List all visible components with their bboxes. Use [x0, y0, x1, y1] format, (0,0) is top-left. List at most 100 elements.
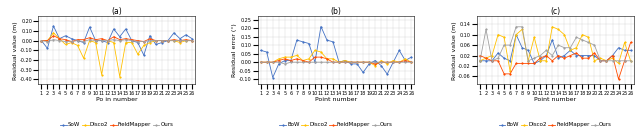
Ours — [561, 47, 568, 49]
BoW — [561, 55, 568, 56]
Disco2 — [164, 40, 172, 41]
FieldMapper — [329, 61, 337, 63]
Ours — [38, 40, 45, 41]
Ours — [56, 40, 63, 41]
Disco2 — [536, 60, 544, 62]
FieldMapper — [365, 61, 373, 63]
Disco2 — [176, 42, 184, 43]
Disco2 — [378, 60, 385, 61]
Disco2 — [98, 74, 106, 75]
FieldMapper — [524, 63, 532, 64]
FieldMapper — [573, 52, 580, 54]
FieldMapper — [92, 39, 99, 40]
BoW — [269, 77, 276, 78]
FieldMapper — [396, 61, 403, 63]
Ours — [44, 41, 51, 42]
X-axis label: Point number: Point number — [315, 97, 357, 102]
BoW — [566, 50, 574, 51]
Disco2 — [543, 60, 550, 62]
FieldMapper — [408, 61, 415, 63]
Disco2 — [152, 40, 160, 41]
FieldMapper — [140, 41, 148, 42]
FieldMapper — [68, 41, 76, 42]
Ours — [176, 40, 184, 41]
Ours — [591, 44, 598, 46]
FieldMapper — [494, 60, 502, 62]
FieldMapper — [305, 61, 313, 63]
Ours — [110, 39, 118, 40]
Ours — [299, 61, 307, 63]
BoW — [365, 63, 373, 65]
Disco2 — [329, 58, 337, 60]
Ours — [518, 26, 526, 28]
Disco2 — [257, 61, 264, 63]
BoW — [579, 55, 586, 56]
FieldMapper — [506, 73, 514, 75]
FieldMapper — [122, 38, 129, 39]
Ours — [536, 55, 544, 56]
Disco2 — [56, 38, 63, 39]
BoW — [524, 50, 532, 51]
Ours — [61, 41, 69, 42]
Disco2 — [146, 42, 154, 43]
Ours — [68, 41, 76, 42]
FieldMapper — [269, 61, 276, 63]
Ours — [500, 44, 508, 46]
FieldMapper — [287, 60, 294, 61]
Disco2 — [359, 61, 367, 63]
FieldMapper — [110, 36, 118, 38]
Disco2 — [110, 42, 118, 43]
BoW — [293, 39, 301, 41]
SoW — [146, 35, 154, 37]
Ours — [317, 61, 324, 63]
SoW — [68, 38, 76, 39]
SoW — [176, 38, 184, 39]
BoW — [494, 52, 502, 54]
Line: FieldMapper: FieldMapper — [40, 35, 193, 42]
Ours — [524, 60, 532, 62]
Disco2 — [170, 40, 178, 41]
Disco2 — [44, 40, 51, 41]
Ours — [335, 61, 343, 63]
Ours — [573, 36, 580, 38]
FieldMapper — [536, 57, 544, 59]
FieldMapper — [182, 39, 190, 40]
Ours — [579, 39, 586, 41]
Ours — [158, 40, 166, 41]
BoW — [371, 60, 379, 61]
Disco2 — [158, 40, 166, 41]
Ours — [627, 60, 634, 62]
Disco2 — [275, 58, 283, 60]
FieldMapper — [353, 61, 361, 63]
Disco2 — [506, 70, 514, 72]
BoW — [408, 56, 415, 58]
Ours — [359, 61, 367, 63]
FieldMapper — [488, 60, 496, 62]
Ours — [50, 39, 58, 40]
BoW — [488, 60, 496, 62]
BoW — [359, 72, 367, 73]
SoW — [61, 35, 69, 37]
SoW — [38, 40, 45, 41]
BoW — [621, 50, 628, 51]
Disco2 — [621, 42, 628, 43]
Disco2 — [317, 51, 324, 53]
Ours — [476, 60, 484, 62]
Disco2 — [389, 60, 397, 61]
SoW — [80, 42, 88, 43]
Ours — [408, 61, 415, 63]
Line: FieldMapper: FieldMapper — [260, 56, 412, 65]
SoW — [74, 40, 81, 41]
BoW — [543, 55, 550, 56]
Line: Disco2: Disco2 — [40, 32, 193, 77]
BoW — [476, 60, 484, 62]
FieldMapper — [74, 39, 81, 40]
Ours — [98, 40, 106, 41]
FieldMapper — [152, 40, 160, 41]
Ours — [263, 61, 271, 63]
BoW — [506, 60, 514, 62]
Disco2 — [323, 58, 331, 60]
FieldMapper — [56, 38, 63, 39]
FieldMapper — [164, 40, 172, 41]
Disco2 — [128, 42, 136, 43]
